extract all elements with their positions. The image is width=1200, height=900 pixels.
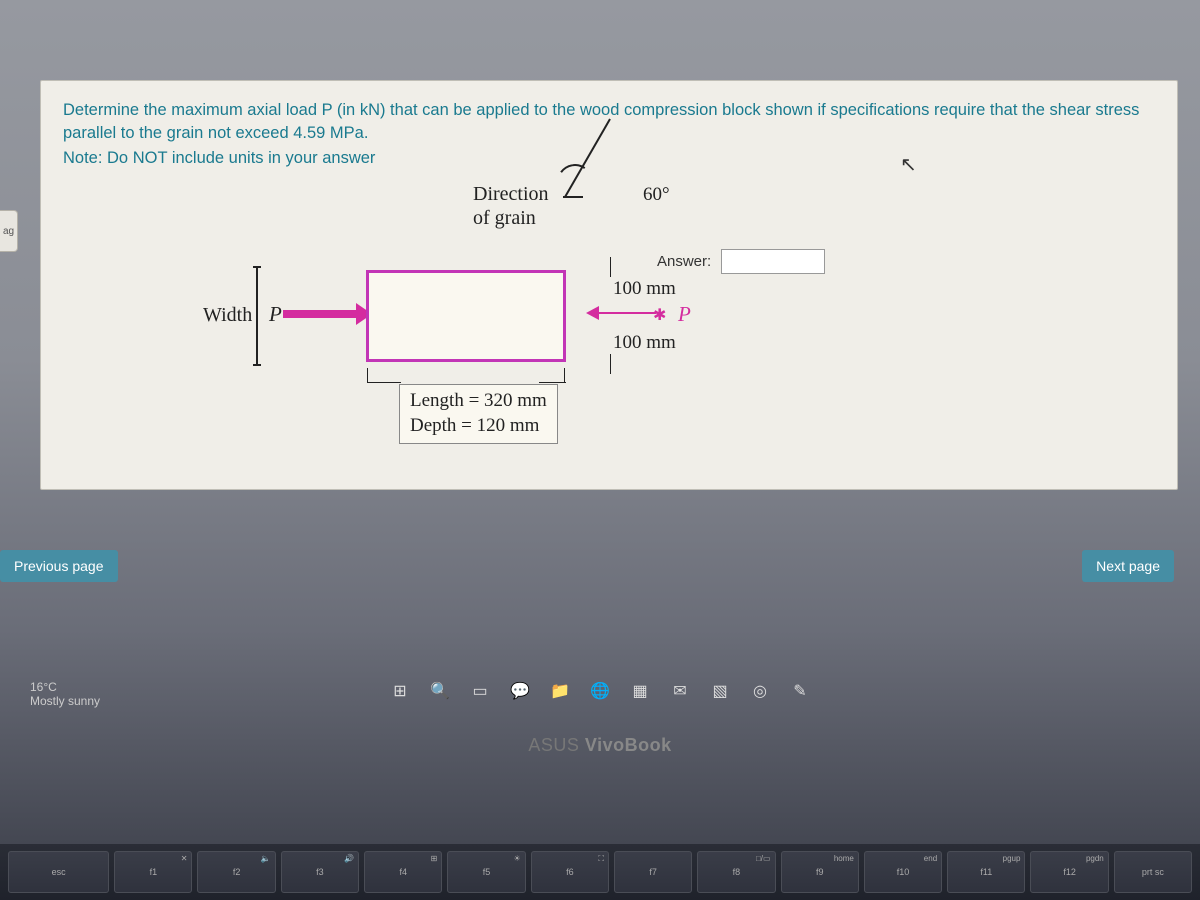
- taskbar: ⊞ 🔍 ▭ 💬 📁 🌐 ▦ ✉ ▧ ◎ ✎: [389, 680, 811, 702]
- dim-tick-top: [610, 257, 611, 277]
- length-tick-left: [367, 368, 368, 382]
- previous-page-button[interactable]: Previous page: [0, 550, 118, 582]
- question-panel: Determine the maximum axial load P (in k…: [40, 80, 1178, 490]
- cursor-icon: ↖: [900, 152, 917, 177]
- key-f7: f7: [614, 851, 692, 893]
- explorer-icon[interactable]: 📁: [549, 680, 571, 702]
- angle-label: 60°: [643, 184, 670, 206]
- p-arrow-right: [598, 312, 656, 314]
- edge-icon[interactable]: 🌐: [589, 680, 611, 702]
- key-f3: f3🔊: [281, 851, 359, 893]
- answer-area: Answer:: [657, 249, 825, 274]
- wood-block: [366, 270, 566, 362]
- question-note: Note: Do NOT include units in your answe…: [63, 149, 1155, 168]
- answer-label: Answer:: [657, 253, 711, 270]
- p-label-left: P: [269, 302, 282, 327]
- search-icon[interactable]: 🔍: [429, 680, 451, 702]
- length-tick-right: [564, 368, 565, 382]
- key-f9: f9home: [781, 851, 859, 893]
- key-f5: f5☀: [447, 851, 525, 893]
- app-icon-3[interactable]: ◎: [749, 680, 771, 702]
- key-prtsc: prt sc: [1114, 851, 1192, 893]
- dim-100-top: 100 mm: [613, 278, 676, 300]
- key-f2: f2🔈: [197, 851, 275, 893]
- length-line-left: [367, 382, 401, 383]
- dim-100-bot: 100 mm: [613, 332, 676, 354]
- weather-widget[interactable]: 16°C Mostly sunny: [30, 680, 100, 708]
- key-f12: f12pgdn: [1030, 851, 1108, 893]
- keyboard-function-row: esc f1✕ f2🔈 f3🔊 f4⊞ f5☀ f6⛶ f7 f8□/▭ f9h…: [0, 844, 1200, 900]
- dim-tick-bot: [610, 354, 611, 374]
- next-page-button[interactable]: Next page: [1082, 550, 1174, 582]
- width-label: Width: [203, 304, 252, 327]
- app-icon-4[interactable]: ✎: [789, 680, 811, 702]
- key-f1: f1✕: [114, 851, 192, 893]
- mail-icon[interactable]: ✉: [669, 680, 691, 702]
- key-f8: f8□/▭: [697, 851, 775, 893]
- taskview-icon[interactable]: ▭: [469, 680, 491, 702]
- start-icon[interactable]: ⊞: [389, 680, 411, 702]
- p-arrow-left: [283, 310, 358, 318]
- key-f10: f10end: [864, 851, 942, 893]
- p-arrow-right-star: ✱: [653, 305, 666, 325]
- answer-input[interactable]: [721, 249, 825, 274]
- app-icon-1[interactable]: ▦: [629, 680, 651, 702]
- key-f6: f6⛶: [531, 851, 609, 893]
- p-label-right: P: [678, 302, 691, 327]
- diagram: Direction of grain 60° Width P 100 mm ✱ …: [203, 182, 813, 442]
- key-f4: f4⊞: [364, 851, 442, 893]
- direction-of-grain-label: Direction of grain: [473, 182, 549, 230]
- key-f11: f11pgup: [947, 851, 1025, 893]
- length-depth-box: Length = 320 mm Depth = 120 mm: [399, 384, 558, 443]
- app-icon-2[interactable]: ▧: [709, 680, 731, 702]
- key-esc: esc: [8, 851, 109, 893]
- width-line: [256, 266, 258, 366]
- length-line-right: [539, 382, 566, 383]
- flag-tab[interactable]: ag: [0, 210, 18, 252]
- chat-icon[interactable]: 💬: [509, 680, 531, 702]
- laptop-brand: ASUS VivoBook: [528, 735, 671, 756]
